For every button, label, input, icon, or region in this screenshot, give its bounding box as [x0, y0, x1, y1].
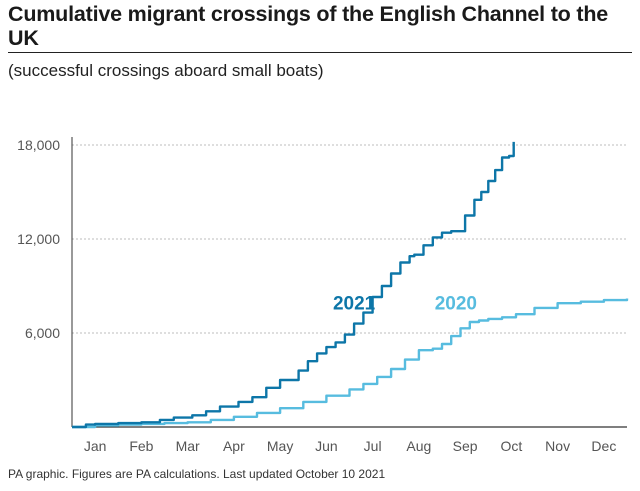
gridlines: [72, 144, 627, 334]
chart-title: Cumulative migrant crossings of the Engl…: [8, 2, 609, 50]
series-line-2020: [72, 298, 629, 429]
x-tick-label: Jul: [364, 438, 382, 454]
x-tick-label: Apr: [223, 438, 245, 454]
x-tick-label: Dec: [591, 438, 616, 454]
x-tick-label: Feb: [129, 438, 153, 454]
x-tick-label: Oct: [500, 438, 522, 454]
y-tick-label: 12,000: [17, 231, 60, 247]
source-footnote: PA graphic. Figures are PA calculations.…: [8, 467, 386, 481]
y-tick-label: 18,000: [17, 137, 60, 153]
chart-subtitle: (successful crossings aboard small boats…: [8, 61, 324, 80]
x-tick-label: Nov: [545, 438, 570, 454]
y-axis: 6,000 12,000 18,000: [17, 137, 73, 427]
series-line-2021: [72, 141, 515, 429]
x-tick-label: Sep: [453, 438, 478, 454]
x-axis: Jan Feb Mar Apr May Jun Jul Aug Sep Oct Nov Dec: [72, 426, 627, 454]
series-labels: 2021 2020: [333, 294, 477, 315]
x-tick-label: Jun: [315, 438, 338, 454]
series-lines: [72, 141, 629, 429]
x-tick-label: Mar: [176, 438, 200, 454]
x-tick-label: May: [267, 438, 293, 454]
x-tick-label: Jan: [84, 438, 107, 454]
title-divider: [8, 52, 632, 53]
x-tick-label: Aug: [406, 438, 431, 454]
series-label-2021: 2021: [333, 294, 376, 315]
series-label-2020: 2020: [435, 294, 477, 315]
y-tick-label: 6,000: [25, 325, 60, 341]
